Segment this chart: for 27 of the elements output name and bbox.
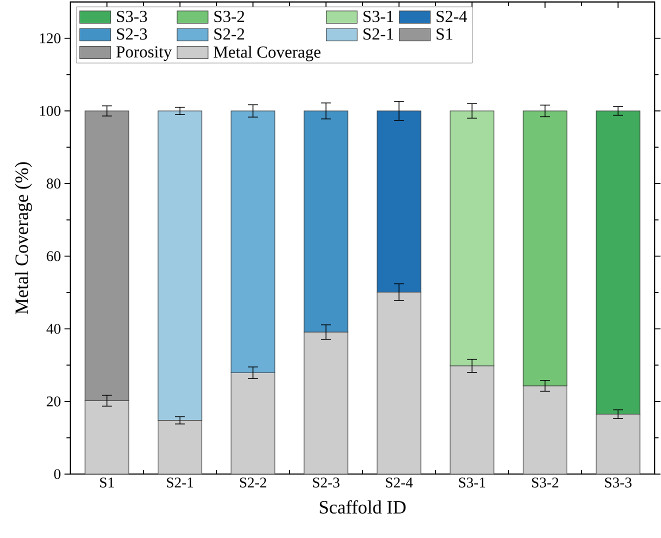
x-tick-label: S3-1 (459, 478, 486, 488)
legend-label: S3-3 (117, 11, 147, 22)
y-tick-label: 0 (54, 469, 60, 480)
y-tick-label: 60 (46, 251, 60, 262)
x-axis-title: Scaffold ID (320, 500, 406, 514)
x-tick-label: S1 (100, 478, 114, 488)
legend-label: S2-1 (364, 28, 394, 40)
y-tick-label: 80 (46, 178, 60, 189)
legend-label: S2-2 (214, 28, 244, 40)
y-tick-label: 120 (40, 34, 60, 44)
legend-label: S1 (436, 28, 452, 40)
x-tick-label: S2-3 (312, 478, 340, 488)
y-axis-title: Metal Coverage (%) (14, 162, 32, 314)
legend-label: S2-3 (117, 28, 147, 40)
y-tick-label: 100 (40, 106, 60, 116)
y-tick-label: 40 (46, 324, 60, 334)
legend-label: S3-1 (364, 11, 394, 22)
legend-label: S2-4 (436, 11, 468, 22)
x-tick-label: S2-1 (166, 478, 194, 488)
y-tick-label: 20 (46, 396, 60, 407)
legend-label: S3-2 (214, 11, 244, 22)
legend-label: Metal Coverage (214, 46, 320, 62)
legend-label: Porosity (116, 46, 172, 62)
x-tick-label: S3-3 (605, 478, 632, 488)
x-tick-label: S2-4 (386, 478, 413, 488)
x-tick-label: S2-2 (240, 478, 266, 488)
x-tick-label: S3-2 (532, 478, 558, 488)
